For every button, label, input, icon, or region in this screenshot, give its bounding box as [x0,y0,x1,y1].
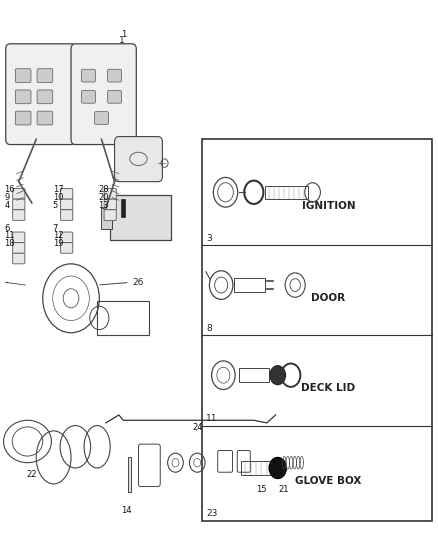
FancyBboxPatch shape [71,44,136,144]
Text: 1: 1 [119,36,125,45]
Circle shape [269,457,286,479]
Bar [102,208,113,229]
Bar [201,139,432,521]
Bar [121,199,124,217]
Text: 18: 18 [4,239,15,248]
FancyBboxPatch shape [60,199,73,210]
Text: 15: 15 [256,484,266,494]
FancyBboxPatch shape [115,136,162,182]
FancyBboxPatch shape [15,90,31,104]
FancyBboxPatch shape [15,69,31,83]
FancyBboxPatch shape [95,112,109,124]
FancyBboxPatch shape [13,232,25,243]
Text: 11: 11 [4,231,15,240]
FancyBboxPatch shape [104,189,116,199]
Bar [239,368,269,382]
Text: GLOVE BOX: GLOVE BOX [295,477,362,486]
Text: 26: 26 [132,278,143,287]
Text: 7: 7 [53,224,58,233]
FancyBboxPatch shape [81,91,95,103]
Text: 14: 14 [121,506,132,515]
Bar [241,461,271,475]
Bar [110,195,171,240]
Text: 1: 1 [121,30,126,39]
FancyBboxPatch shape [13,243,25,253]
FancyBboxPatch shape [13,199,25,210]
FancyBboxPatch shape [81,69,95,82]
Text: 10: 10 [53,193,63,202]
FancyBboxPatch shape [60,210,73,220]
Text: 12: 12 [53,231,63,240]
FancyBboxPatch shape [60,189,73,199]
Text: 3: 3 [206,233,212,243]
FancyBboxPatch shape [37,69,53,83]
Text: DECK LID: DECK LID [301,383,356,393]
Text: 6: 6 [4,224,10,233]
Bar [97,301,149,335]
FancyBboxPatch shape [108,91,121,103]
FancyBboxPatch shape [37,111,53,125]
FancyBboxPatch shape [104,210,116,220]
Text: 24: 24 [193,423,203,432]
FancyBboxPatch shape [60,243,73,253]
Text: 20: 20 [98,193,109,202]
Circle shape [270,366,286,385]
Text: 22: 22 [26,470,37,479]
FancyBboxPatch shape [37,90,53,104]
Text: 13: 13 [98,201,109,210]
Text: 9: 9 [4,193,10,202]
FancyBboxPatch shape [13,253,25,264]
FancyBboxPatch shape [13,210,25,220]
FancyBboxPatch shape [104,199,116,210]
FancyBboxPatch shape [6,44,75,144]
Text: 11: 11 [206,414,217,423]
Bar [127,457,131,492]
Text: DOOR: DOOR [311,293,346,303]
Text: 23: 23 [206,510,217,519]
Text: 21: 21 [279,484,289,494]
FancyBboxPatch shape [60,232,73,243]
Text: 17: 17 [53,185,64,194]
Text: 4: 4 [4,201,10,210]
Text: IGNITION: IGNITION [302,200,355,211]
FancyBboxPatch shape [13,189,25,199]
FancyBboxPatch shape [15,111,31,125]
Text: 8: 8 [206,324,212,333]
FancyBboxPatch shape [108,69,121,82]
Bar [234,278,265,293]
Text: 28: 28 [98,185,109,194]
Bar [265,186,308,199]
Text: 16: 16 [4,185,15,194]
Text: 5: 5 [53,201,58,210]
Text: 19: 19 [53,239,63,248]
